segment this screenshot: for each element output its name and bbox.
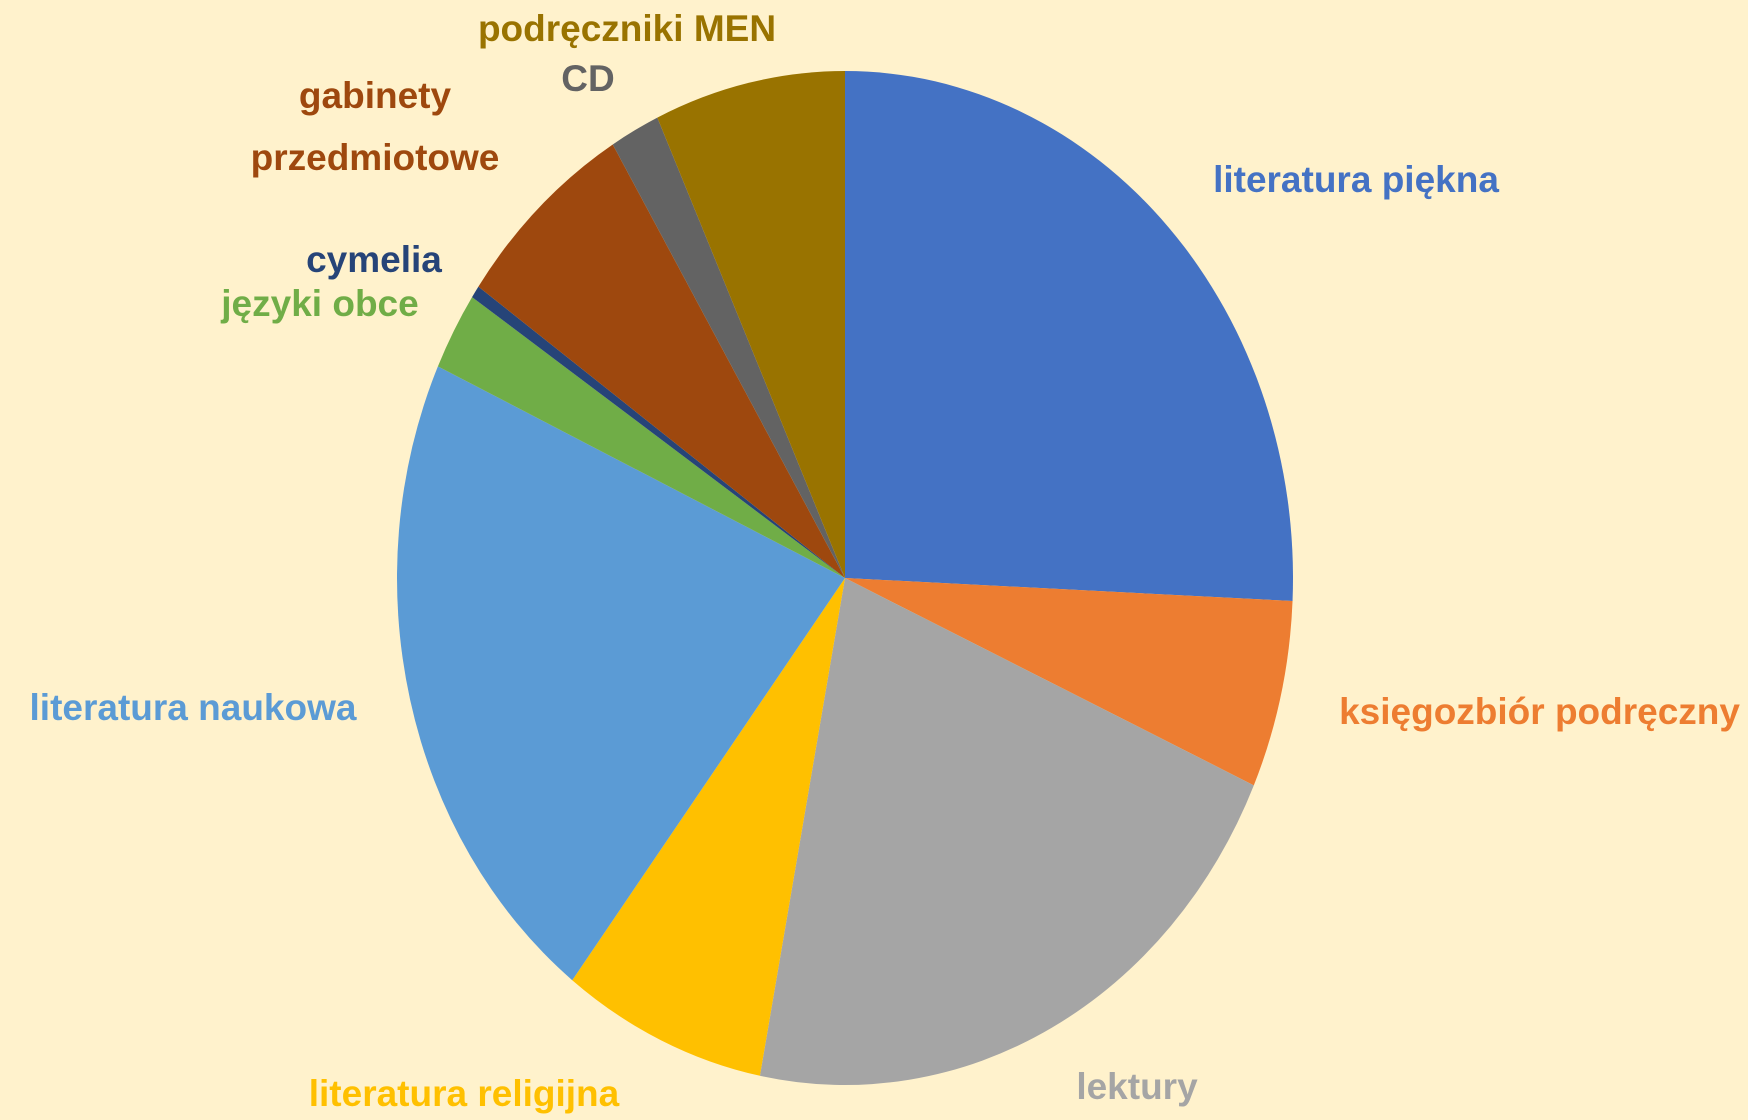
pie-slice (845, 578, 1293, 786)
pie-slice (657, 71, 845, 578)
pie-slice (472, 286, 845, 578)
slice-label: języki obce (220, 283, 418, 324)
slice-label: podręczniki MEN (478, 8, 776, 49)
slice-label: literatura piękna (1213, 159, 1499, 200)
slice-label: CD (561, 58, 614, 99)
pie-slice (612, 117, 845, 578)
slice-label: literatura naukowa (30, 687, 357, 728)
slice-label: cymelia (306, 239, 442, 280)
pie-slice (478, 144, 845, 578)
slice-label: księgozbiór podręczny (1339, 691, 1740, 732)
pie-slice (759, 578, 1254, 1085)
pie-slice (572, 578, 845, 1076)
pie-slice (845, 71, 1293, 602)
pie-slice (396, 366, 845, 981)
pie (396, 71, 1293, 1085)
pie-slice (437, 297, 845, 578)
slice-label: gabinety przedmiotowe (251, 75, 500, 178)
slice-label: literatura religijna (309, 1073, 620, 1114)
slice-label: lektury (1076, 1066, 1198, 1107)
